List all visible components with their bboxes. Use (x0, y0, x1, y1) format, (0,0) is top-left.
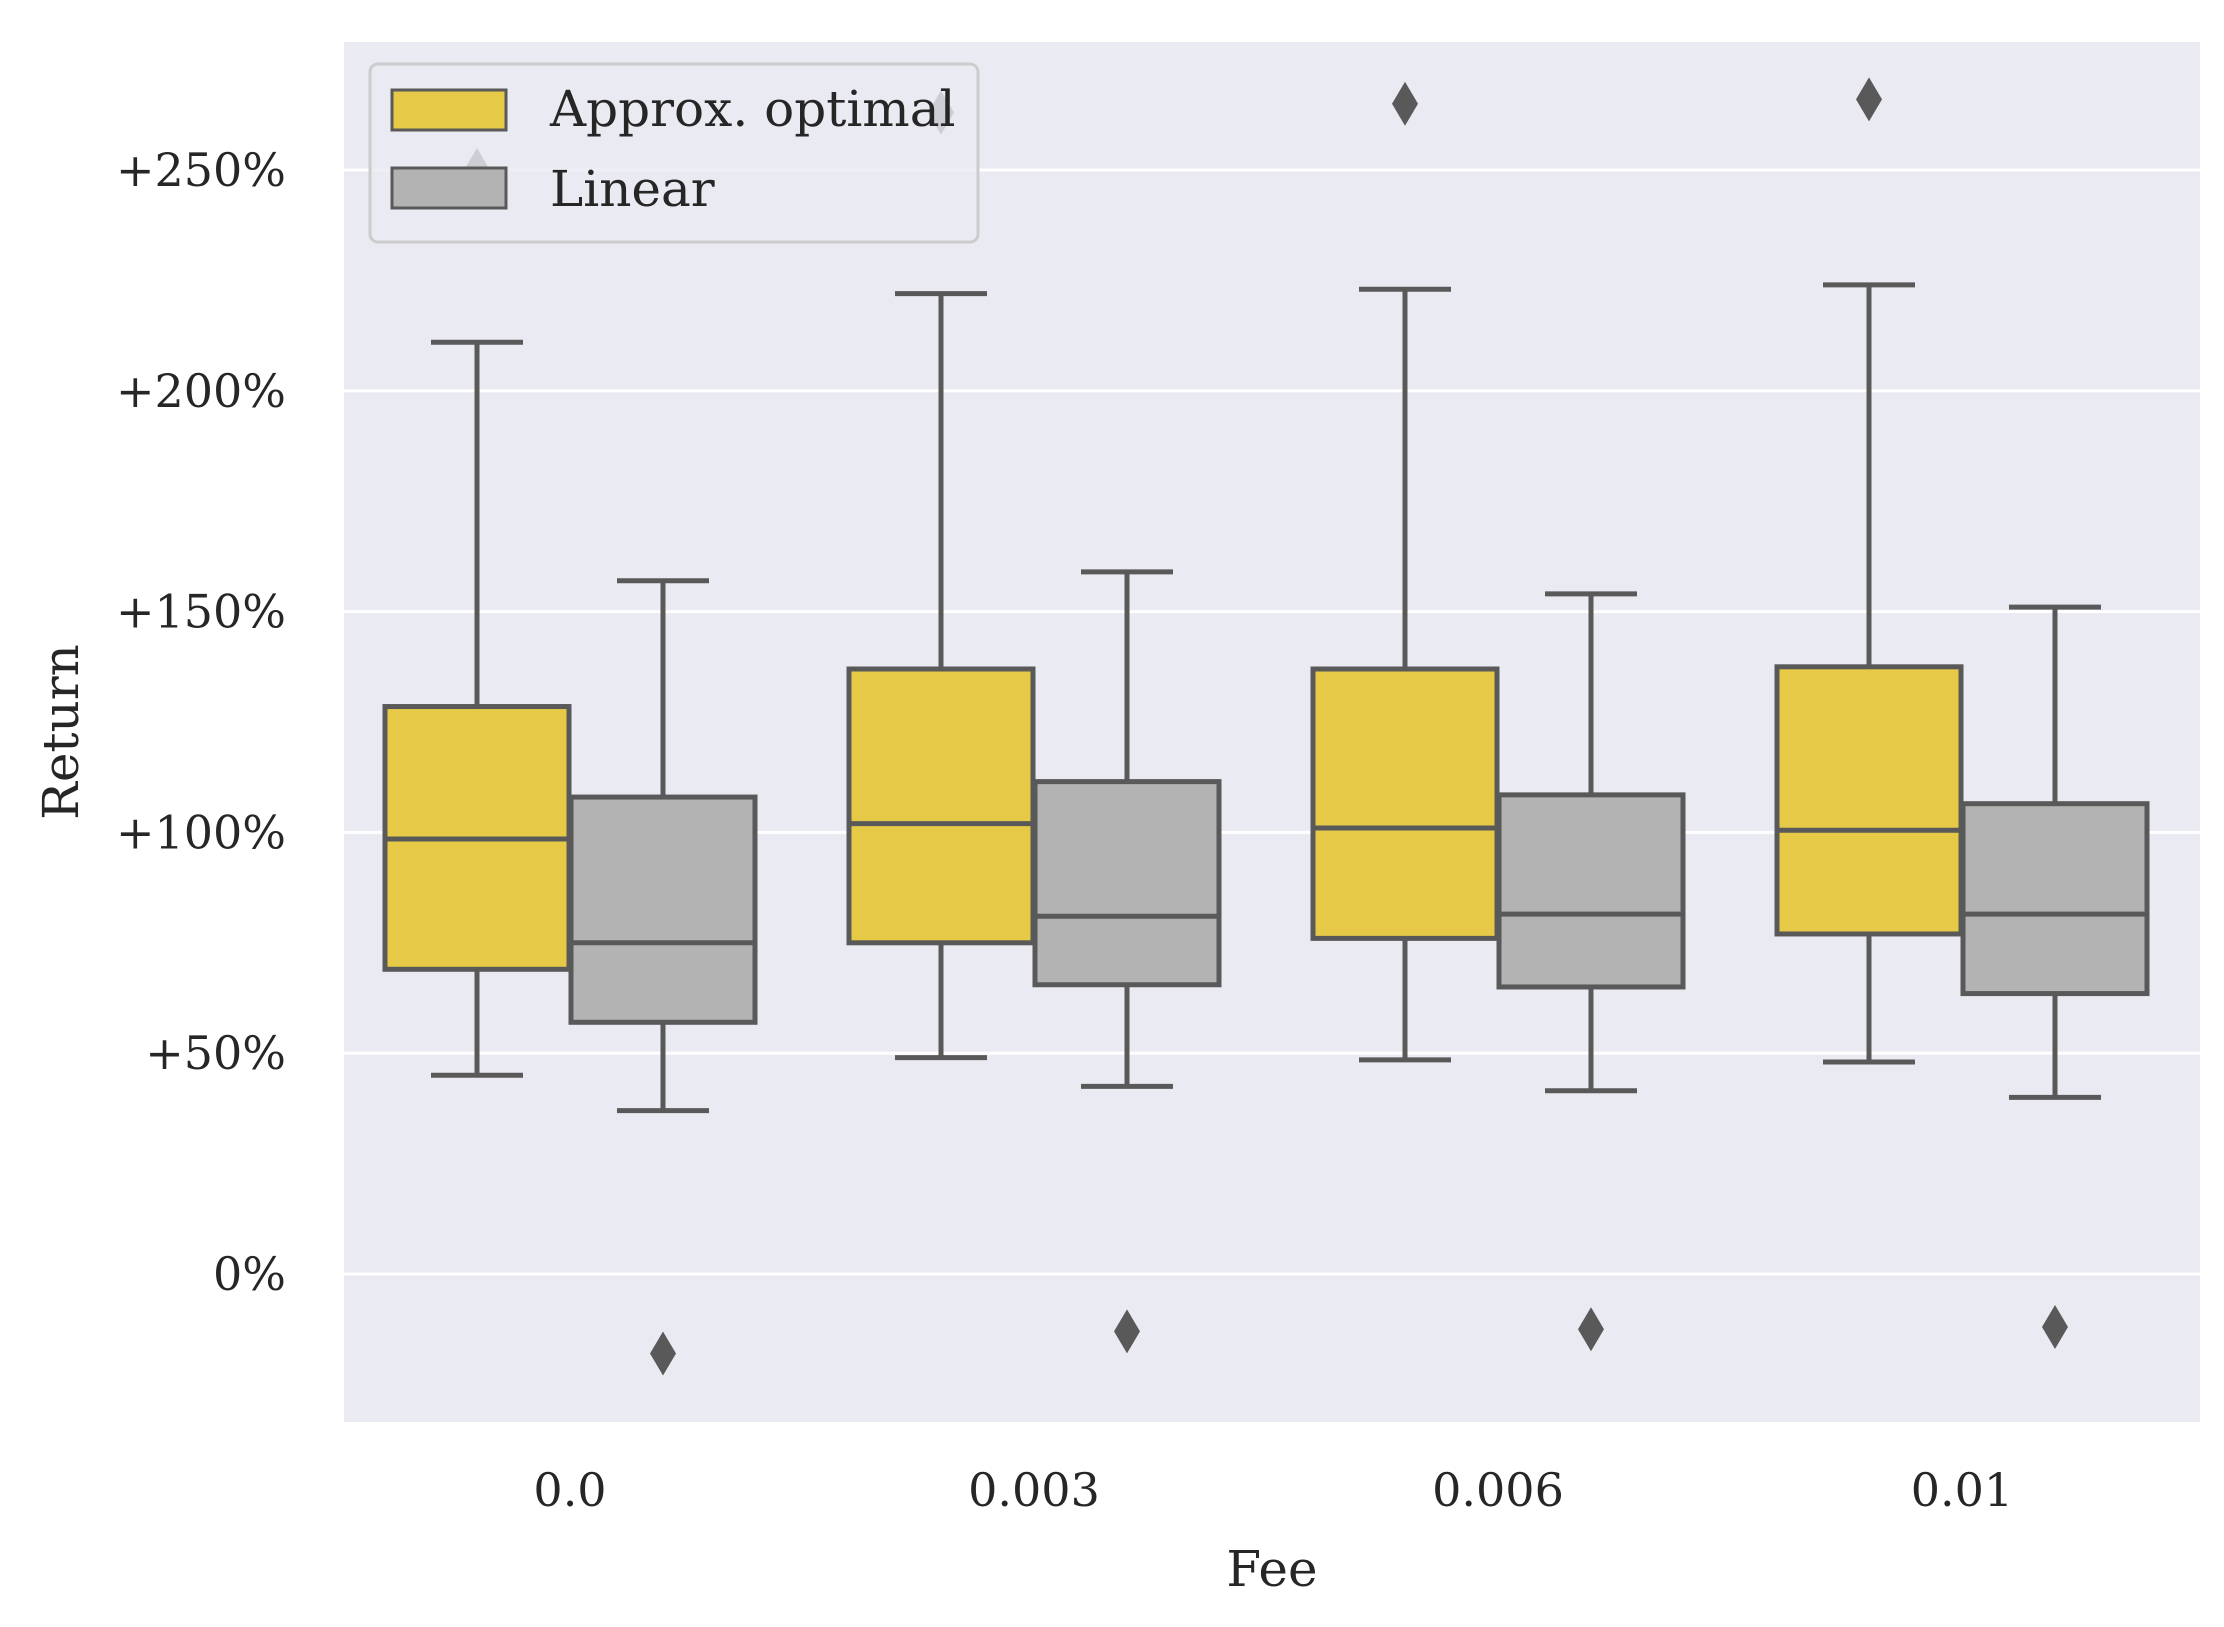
legend-swatch-linear (390, 166, 508, 210)
x-axis-label: Fee (1226, 1540, 1317, 1598)
outlier-point (1392, 81, 1418, 126)
box-linear (1032, 569, 1222, 1354)
box-linear (1496, 591, 1686, 1352)
y-tick-label: +100% (116, 805, 286, 859)
y-tick-label: +150% (116, 585, 286, 639)
box-series-group (382, 77, 2150, 1376)
box-iqr (1496, 792, 1686, 990)
outlier-point (1114, 1309, 1140, 1354)
x-axis-tick-labels: 0.0 0.003 0.006 0.01 (533, 1463, 2013, 1517)
box-iqr (1774, 664, 1964, 937)
legend-swatch-approx-optimal (390, 88, 508, 132)
box-approx-optimal (846, 90, 1036, 1061)
x-tick-label: 0.01 (1911, 1463, 2013, 1517)
box-iqr (846, 666, 1036, 946)
outlier-point (650, 1331, 676, 1376)
x-tick-label: 0.006 (1432, 1463, 1564, 1517)
outlier-point (1856, 77, 1882, 122)
box-approx-optimal (382, 148, 572, 1078)
y-axis-tick-labels: 0% +50% +100% +150% +200% +250% (116, 143, 286, 1301)
y-tick-label: +250% (116, 143, 286, 197)
legend-label-approx-optimal: Approx. optimal (549, 80, 956, 138)
x-tick-label: 0.003 (968, 1463, 1100, 1517)
y-tick-label: 0% (213, 1247, 286, 1301)
y-tick-label: +50% (145, 1026, 286, 1080)
box-linear (1960, 604, 2150, 1349)
outlier-point (2042, 1304, 2068, 1349)
box-iqr (568, 794, 758, 1025)
legend-label-linear: Linear (550, 160, 715, 218)
y-axis-label: Return (32, 644, 90, 820)
legend: Approx. optimal Linear (368, 62, 980, 244)
box-iqr (1960, 801, 2150, 997)
y-tick-label: +200% (116, 364, 286, 418)
box-approx-optimal (1774, 77, 1964, 1065)
box-approx-optimal (1310, 81, 1500, 1063)
legend-frame (368, 62, 980, 244)
box-iqr (1032, 779, 1222, 988)
outlier-point (1578, 1307, 1604, 1352)
box-linear (568, 578, 758, 1376)
box-iqr (1310, 666, 1500, 941)
x-tick-label: 0.0 (533, 1463, 606, 1517)
